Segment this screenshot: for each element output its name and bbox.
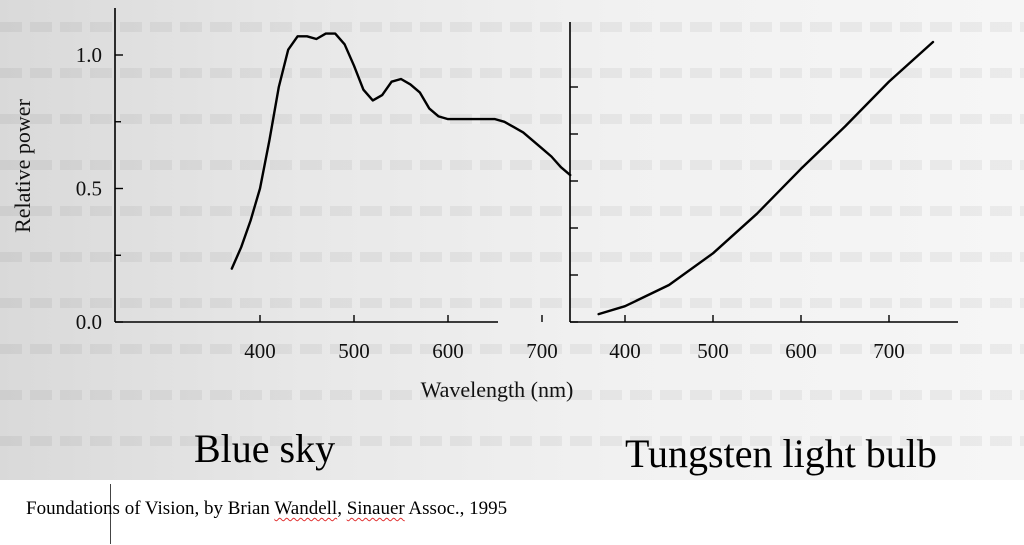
x-tick-label: 500 <box>697 339 729 363</box>
text-cursor <box>110 484 111 544</box>
x-tick-label: 500 <box>338 339 370 363</box>
x-axis-label: Wavelength (nm) <box>421 377 574 402</box>
x-tick-label: 600 <box>785 339 817 363</box>
y-axis-label: Relative power <box>10 98 35 232</box>
x-tick-label: 700 <box>873 339 905 363</box>
caption-publisher: Sinauer <box>346 498 405 519</box>
blue-sky-title: Blue sky <box>194 426 335 471</box>
citation-caption: Foundations of Vision, by Brian Wandell,… <box>26 498 507 520</box>
spectral-power-figure: 0.0 0.5 1.0 400 500 600 700 Relative power Wa… <box>10 8 958 476</box>
caption-separator: , <box>337 498 347 519</box>
blue-sky-spectrum-line <box>230 32 572 270</box>
x-tick-label: 600 <box>432 339 464 363</box>
y-tick-label: 1.0 <box>76 43 102 67</box>
blue-sky-panel: 0.0 0.5 1.0 400 500 600 700 Relative power Wa… <box>10 8 573 471</box>
x-tick-label: 700 <box>526 339 558 363</box>
caption-author: Wandell <box>274 498 338 519</box>
caption-suffix: Assoc., 1995 <box>404 498 508 519</box>
x-tick-label: 400 <box>609 339 641 363</box>
scanned-book-page <box>0 0 1024 480</box>
tungsten-spectrum-line <box>597 40 935 316</box>
caption-prefix: Foundations of Vision, by Brian <box>26 498 275 519</box>
tungsten-panel: 400 500 600 700 Tungsten light bulb <box>569 22 958 476</box>
x-tick-label: 400 <box>244 339 276 363</box>
tungsten-title: Tungsten light bulb <box>625 431 937 476</box>
y-tick-label: 0.5 <box>76 177 102 201</box>
y-tick-label: 0.0 <box>76 310 102 334</box>
